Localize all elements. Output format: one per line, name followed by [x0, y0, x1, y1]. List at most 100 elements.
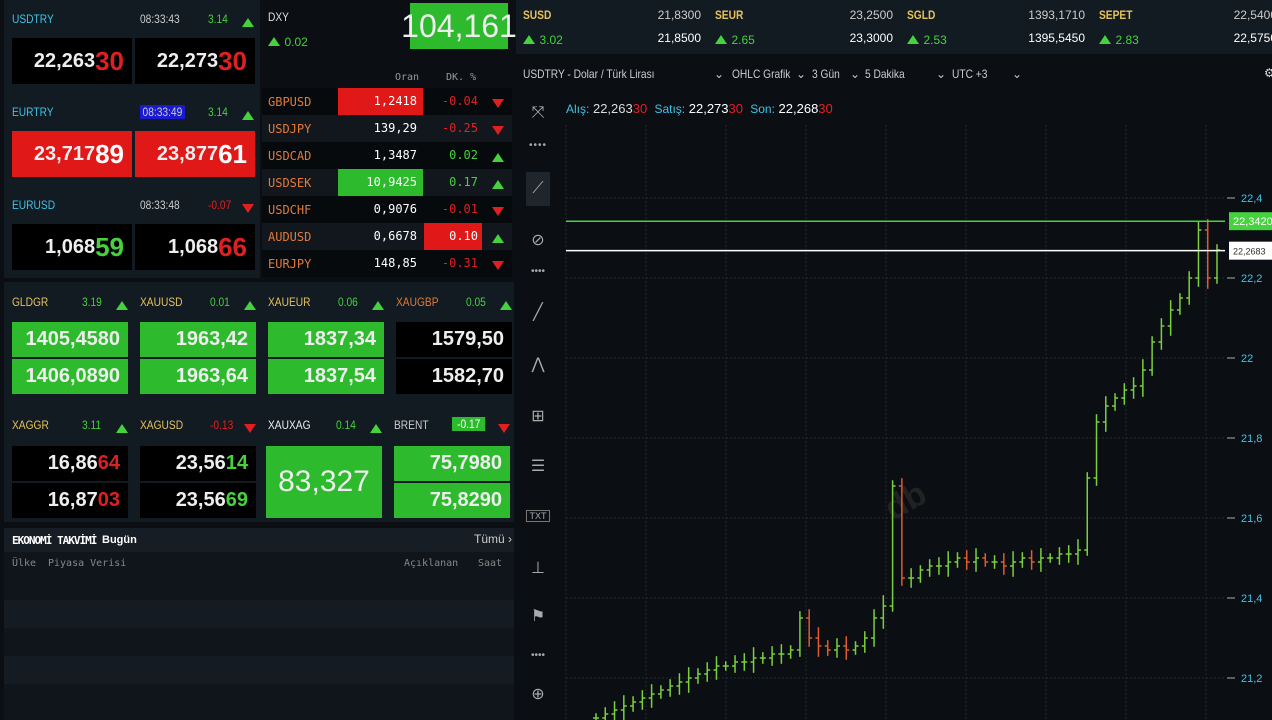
chevron-down-icon[interactable]: ⌄: [936, 67, 947, 81]
instrument-select[interactable]: USDTRY - Dolar / Türk Lirası: [523, 67, 655, 81]
price-chart[interactable]: 22,422,22221,821,621,421,2db22,342022,26…: [516, 120, 1272, 720]
measure-icon[interactable]: ⊥: [531, 560, 545, 577]
ohlc-bar: [889, 480, 896, 612]
brent-ask[interactable]: 75,8290: [394, 483, 510, 518]
ohlc-bar: [750, 647, 757, 673]
arrow-up-icon: [242, 111, 254, 120]
top-quote-ask: 23,3000: [849, 31, 893, 45]
col-country: Ülke: [12, 558, 37, 569]
arrow-up-icon: [370, 424, 382, 433]
ohlc-bar: [1158, 318, 1165, 350]
ohlc-bar: [935, 557, 942, 575]
col-data: Piyasa Verisi: [48, 558, 127, 569]
arrow-up-icon: [268, 37, 280, 46]
ask-label: Satış:: [654, 102, 686, 116]
rectangle-tool-icon[interactable]: ⊞: [531, 408, 545, 425]
metal-ask[interactable]: 23,56 69: [140, 483, 256, 518]
ohlc-bar: [1037, 548, 1044, 572]
metal-ask[interactable]: 1582,70: [396, 359, 512, 394]
ohlc-bar: [685, 667, 692, 693]
ohlc-bar: [945, 551, 952, 577]
metal-bid[interactable]: 16,86 64: [12, 446, 128, 481]
top-quote-bid: 1393,1710: [1028, 8, 1085, 22]
metal-bid[interactable]: 1837,34: [268, 322, 384, 357]
ohlc-bar: [620, 695, 627, 720]
crosshair-icon[interactable]: ⤧: [531, 104, 545, 121]
arrow-down-icon: [492, 99, 504, 108]
ohlc-bar: [1056, 547, 1063, 565]
chevron-down-icon[interactable]: ⌄: [850, 67, 861, 81]
fx-ask[interactable]: 22,273 30: [135, 38, 255, 84]
timezone-select[interactable]: UTC +3: [952, 67, 988, 81]
cross-rate: 10,9425: [338, 169, 423, 196]
ohlc-bar: [1121, 383, 1128, 405]
cross-row[interactable]: AUDUSD 0,6678 0.10: [262, 223, 512, 250]
brent-bid[interactable]: 75,7980: [394, 446, 510, 481]
interval-select[interactable]: 5 Dakika: [865, 67, 905, 81]
ohlc-bar: [1167, 300, 1174, 336]
xauxag-value[interactable]: 83,327: [266, 446, 382, 518]
metal-ask[interactable]: 1963,64: [140, 359, 256, 394]
cross-change: -0.04: [441, 94, 478, 108]
y-tick-label: 21,4: [1241, 593, 1262, 605]
metal-change: 3.11: [82, 418, 102, 432]
dxy-symbol: DXY: [268, 10, 289, 24]
text-tool-icon[interactable]: TXT: [526, 510, 550, 522]
settings-icon[interactable]: ⚙: [1264, 66, 1272, 80]
metal-change: 0.05: [466, 295, 486, 309]
metal-ask[interactable]: 1837,54: [268, 359, 384, 394]
top-quote-ask: 21,8500: [657, 31, 701, 45]
chevron-down-icon[interactable]: ⌄: [714, 67, 725, 81]
ohlc-bar: [611, 701, 618, 720]
fx-ask[interactable]: 1,068 66: [135, 224, 255, 270]
metal-ask[interactable]: 16,87 03: [12, 483, 128, 518]
ask-main: 22,273: [688, 101, 729, 116]
fx-ask[interactable]: 23,877 61: [135, 131, 255, 177]
cross-rate: 0,9076: [373, 202, 417, 216]
top-quote-ask: 22,5750: [1233, 31, 1272, 45]
cross-row[interactable]: USDCHF 0,9076 -0.01: [262, 196, 512, 223]
fibonacci-icon[interactable]: ☰: [530, 458, 546, 475]
chevron-down-icon[interactable]: ⌄: [1012, 67, 1023, 81]
calendar-all-link[interactable]: Tümü ›: [474, 532, 513, 546]
metal-bid[interactable]: 23,56 14: [140, 446, 256, 481]
line-tool-icon[interactable]: ╱: [533, 304, 543, 321]
flag-icon[interactable]: ⚑: [530, 608, 546, 625]
dxy-value[interactable]: 104,161: [401, 3, 517, 49]
cross-row[interactable]: GBPUSD 1,2418 -0.04: [262, 88, 512, 115]
trend-line-tool-icon[interactable]: ⟋: [526, 172, 550, 206]
chart-type-select[interactable]: OHLC Grafik: [732, 67, 791, 81]
separator-icon: ••••: [530, 650, 545, 661]
cross-symbol: USDCAD: [268, 149, 312, 163]
range-select[interactable]: 3 Gün: [812, 67, 840, 81]
fx-time: 08:33:48: [140, 198, 180, 212]
zoom-icon[interactable]: ⊕: [531, 686, 545, 703]
hide-icon[interactable]: ⊘: [531, 232, 545, 249]
cross-row[interactable]: EURJPY 148,85 -0.31: [262, 250, 512, 277]
col-actual: Açıklanan: [404, 558, 459, 569]
cross-row[interactable]: USDJPY 139,29 -0.25: [262, 115, 512, 142]
ohlc-bar: [833, 638, 840, 658]
cross-change: -0.31: [441, 256, 478, 270]
ohlc-bar: [1065, 545, 1072, 563]
ohlc-bar: [898, 478, 905, 586]
arrow-down-icon: [244, 424, 256, 433]
arrow-up-icon: [523, 35, 535, 44]
metal-bid[interactable]: 1405,4580: [12, 322, 128, 357]
ohlc-bar: [1084, 472, 1091, 556]
metal-ask[interactable]: 1406,0890: [12, 359, 128, 394]
top-quotes-bar: [516, 0, 1272, 54]
fx-bid[interactable]: 1,068 59: [12, 224, 132, 270]
ask-tail: 30: [728, 101, 743, 116]
chevron-down-icon[interactable]: ⌄: [796, 67, 807, 81]
fx-bid[interactable]: 22,263 30: [12, 38, 132, 84]
metal-bid[interactable]: 1963,42: [140, 322, 256, 357]
cross-row[interactable]: USDSEK 10,9425 0.17: [262, 169, 512, 196]
pitchfork-icon[interactable]: ⋀: [531, 356, 545, 373]
last-label: Son:: [750, 102, 775, 116]
cross-row[interactable]: USDCAD 1,3487 0.02: [262, 142, 512, 169]
ohlc-bar: [1093, 414, 1100, 486]
metal-bid[interactable]: 1579,50: [396, 322, 512, 357]
fx-bid[interactable]: 23,717 89: [12, 131, 132, 177]
arrow-up-icon: [242, 18, 254, 27]
